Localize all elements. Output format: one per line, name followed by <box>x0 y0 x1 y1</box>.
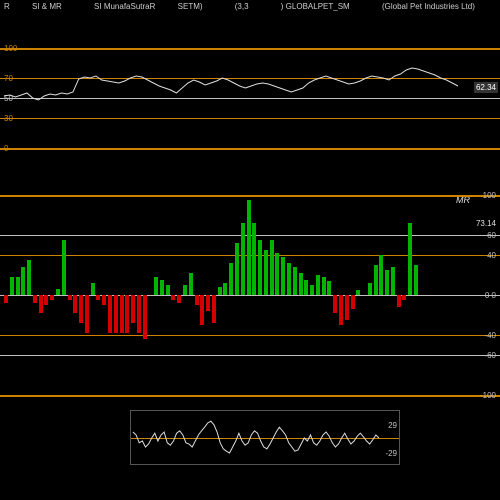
rsi-panel: 100705030062.34 <box>0 40 500 140</box>
hdr-6: (Global Pet Industries Ltd) <box>382 2 475 11</box>
mini-panel: 29-29 <box>130 410 400 465</box>
hdr-0: R <box>4 2 10 11</box>
hdr-4: (3,3 <box>235 2 249 11</box>
hdr-1: SI & MR <box>32 2 62 11</box>
mr-panel: 10060400 0-40-60-10073.14 <box>0 190 500 400</box>
hdr-3: SETM) <box>178 2 203 11</box>
chart-header: R SI & MR SI MunafaSutraR SETM) (3,3 ) G… <box>0 2 500 16</box>
hdr-2: SI MunafaSutraR <box>94 2 155 11</box>
hdr-5: ) GLOBALPET_SM <box>281 2 350 11</box>
